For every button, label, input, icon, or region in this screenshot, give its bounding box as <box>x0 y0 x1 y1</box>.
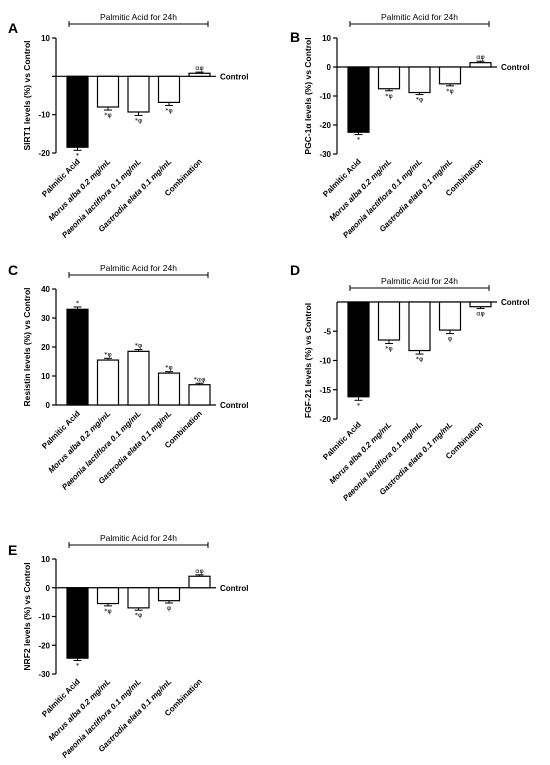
y-tick-label: 0 <box>327 63 332 72</box>
bar <box>66 587 89 659</box>
y-tick-label: 10 <box>41 34 50 43</box>
treatment-label: Palmitic Acid for 24h <box>100 12 177 22</box>
y-axis-label: SIRT1 levels (%) vs Control <box>22 40 32 150</box>
bar <box>408 66 431 94</box>
bar <box>469 301 492 308</box>
control-label: Control <box>220 401 248 410</box>
significance-label: * <box>76 151 80 159</box>
y-tick-label: -20 <box>319 415 331 424</box>
significance-label: *αφ <box>194 375 206 383</box>
significance-label: *φ <box>104 350 112 358</box>
y-tick-label: 0 <box>46 584 51 593</box>
bar <box>408 301 431 352</box>
significance-label: *φ <box>416 96 424 104</box>
significance-label: * <box>357 136 361 144</box>
bar <box>157 587 181 602</box>
bar <box>347 301 370 398</box>
bar <box>96 75 120 108</box>
y-tick-label: -20 <box>319 121 331 130</box>
panel-c: C 0 10 20 30 40 Resistin levels (%) vs Control… <box>8 262 248 492</box>
control-label: Control <box>501 63 529 72</box>
panel-letter: C <box>8 262 18 278</box>
bar <box>127 350 150 406</box>
significance-label: *φ <box>165 106 173 114</box>
significance-label: *φ <box>416 355 424 363</box>
bar <box>66 308 89 406</box>
bar <box>66 75 89 148</box>
panel-letter: A <box>8 20 18 36</box>
control-label: Control <box>220 584 248 593</box>
panel-letter: B <box>290 29 300 45</box>
y-tick-label: -10 <box>38 111 50 120</box>
significance-label: αφ <box>195 64 204 72</box>
panel-e: E -30 -20 -10 0 10 NRF2 levels (%) vs Control C… <box>8 533 248 760</box>
significance-label: *φ <box>385 345 393 353</box>
y-tick-label: -15 <box>319 386 331 395</box>
significance-label: αφ <box>476 309 485 317</box>
treatment-label: Palmitic Acid for 24h <box>100 533 177 543</box>
y-axis-label: NRF2 levels (%) vs Control <box>22 562 32 670</box>
y-tick-label: 20 <box>41 343 50 352</box>
panel-b: B -30 -20 -10 0 10 PGC-1α levels (%) vs Contro… <box>290 12 529 240</box>
y-tick-label: -30 <box>319 150 331 159</box>
significance-label: *φ <box>104 111 112 119</box>
significance-label: * <box>76 299 80 307</box>
panel-letter: E <box>8 542 17 558</box>
y-tick-label: -10 <box>38 613 50 622</box>
bar <box>377 66 401 90</box>
y-axis-label: FGF-21 levels (%) vs Control <box>303 303 313 418</box>
bar <box>157 75 181 104</box>
y-tick-label: 10 <box>41 555 50 564</box>
y-tick-label: -10 <box>319 92 331 101</box>
bar <box>127 75 150 113</box>
significance-label: *φ <box>446 87 454 95</box>
bar <box>96 587 120 605</box>
treatment-label: Palmitic Acid for 24h <box>381 276 458 286</box>
significance-label: φ <box>167 604 171 612</box>
bar <box>188 575 211 589</box>
y-axis-label: PGC-1α levels (%) vs Control <box>303 37 313 154</box>
significance-label: * <box>357 401 361 409</box>
treatment-label: Palmitic Acid for 24h <box>381 12 458 22</box>
panel-letter: D <box>290 262 300 278</box>
panel-a: A -20 -10 10 SIRT1 levels (%) vs Control Cont… <box>8 12 248 240</box>
bar <box>438 301 462 331</box>
control-label: Control <box>501 298 529 307</box>
y-axis-label: Resistin levels (%) vs Control <box>22 287 32 406</box>
significance-label: *φ <box>135 611 143 619</box>
y-tick-label: -10 <box>319 357 331 366</box>
bar <box>127 587 150 609</box>
treatment-label: Palmitic Acid for 24h <box>100 263 177 273</box>
y-tick-label: -20 <box>38 641 50 650</box>
significance-label: *φ <box>135 342 143 350</box>
bar <box>377 301 401 341</box>
y-tick-label: 10 <box>322 34 331 43</box>
significance-label: * <box>76 661 80 669</box>
bar <box>188 72 211 77</box>
significance-label: αφ <box>195 567 204 575</box>
panel-d: D -20 -15 -10 -5 FGF-21 levels (%) vs Control… <box>290 262 529 503</box>
bar <box>438 66 462 85</box>
y-tick-label: -5 <box>324 327 332 336</box>
bar <box>188 384 211 406</box>
significance-label: αφ <box>476 53 485 61</box>
y-tick-label: 0 <box>46 401 51 410</box>
significance-label: *φ <box>104 607 112 615</box>
significance-label: φ <box>448 335 452 343</box>
y-tick-label: 30 <box>41 314 50 323</box>
significance-label: *φ <box>135 116 143 124</box>
y-tick-label: 40 <box>41 285 50 294</box>
bar <box>96 359 120 406</box>
y-tick-label: 10 <box>41 372 50 381</box>
bar <box>347 66 370 133</box>
y-tick-label: -30 <box>38 670 50 679</box>
bar <box>157 372 181 406</box>
bar <box>469 62 492 68</box>
y-tick-label: -20 <box>38 149 50 158</box>
significance-label: *φ <box>165 364 173 372</box>
significance-label: *φ <box>385 92 393 100</box>
control-label: Control <box>220 72 248 81</box>
